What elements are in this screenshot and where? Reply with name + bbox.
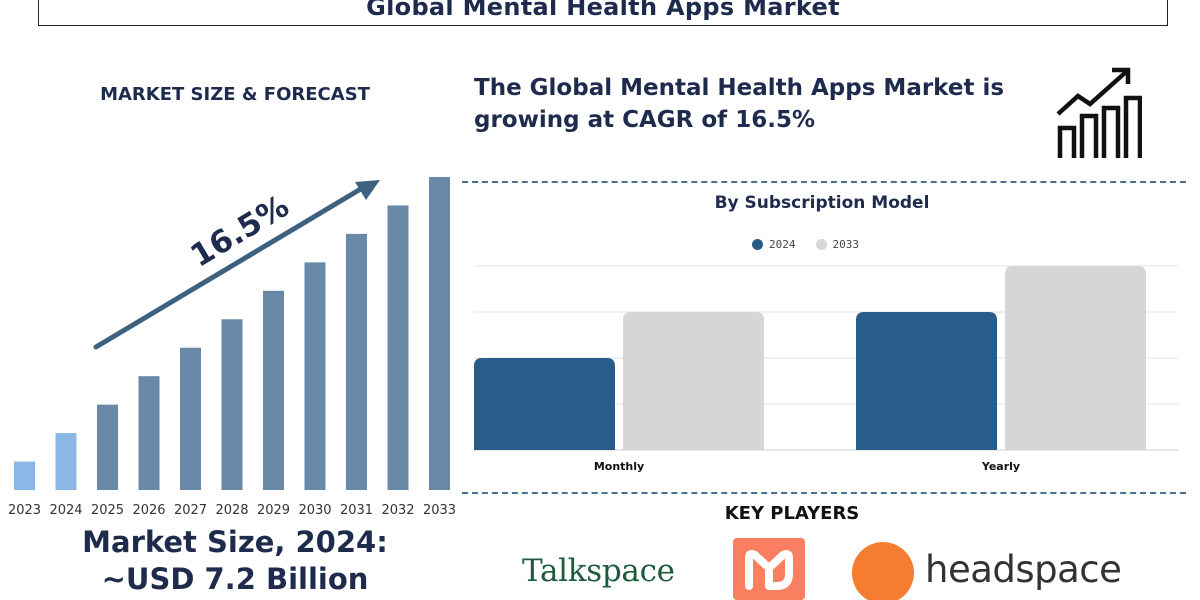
subscription-chart: Monthly Yearly <box>474 265 1178 473</box>
trend-arrowhead <box>355 180 380 200</box>
market-size-line2: ~USD 7.2 Billion <box>101 562 369 596</box>
tick-label-2028: 2028 <box>215 503 248 518</box>
headspace-logo-icon <box>852 542 914 600</box>
divider-top <box>462 181 1186 183</box>
category-label-monthly: Monthly <box>594 460 644 473</box>
legend-marker-2033 <box>815 239 827 250</box>
bar-monthly-2024 <box>474 358 615 450</box>
divider-bottom <box>462 492 1186 494</box>
tick-label-2033: 2033 <box>423 503 456 518</box>
bar-monthly-2033 <box>623 312 764 450</box>
tick-label-2029: 2029 <box>257 503 290 518</box>
legend-item-2033: 2033 <box>815 238 860 251</box>
bar-2026 <box>138 376 160 490</box>
bar-2028 <box>221 319 243 490</box>
headline-line2: growing at CAGR of 16.5% <box>474 107 815 133</box>
headline-line1: The Global Mental Health Apps Market is <box>474 75 1005 101</box>
bar-2024 <box>55 433 77 490</box>
market-size-heading: MARKET SIZE & FORECAST <box>100 84 370 105</box>
key-players-heading: KEY PLAYERS <box>724 503 860 524</box>
growth-chart-icon <box>1056 67 1142 158</box>
market-size-line1: Market Size, 2024: <box>82 525 388 559</box>
market-size-summary: Market Size, 2024: ~USD 7.2 Billion <box>0 524 470 598</box>
legend-label-2024: 2024 <box>769 238 796 251</box>
bar-2033 <box>429 177 450 490</box>
bar-2031 <box>346 233 367 490</box>
m-logo-icon <box>733 538 805 600</box>
legend-marker-2024 <box>752 239 763 250</box>
page-title: Global Mental Health Apps Market <box>366 0 840 21</box>
bar-2027 <box>180 347 201 490</box>
cagr-headline: The Global Mental Health Apps Market is … <box>474 72 1064 136</box>
tick-label-2027: 2027 <box>174 503 207 518</box>
tick-label-2026: 2026 <box>132 503 165 518</box>
tick-label-2024: 2024 <box>49 503 82 518</box>
tick-label-2030: 2030 <box>298 503 331 518</box>
headspace-logo: headspace <box>925 548 1122 591</box>
tick-label-2031: 2031 <box>340 503 373 518</box>
trend-arrow-line <box>93 184 367 350</box>
subscription-legend: 2024 2033 <box>752 238 859 251</box>
market-forecast-chart: 2023 2024 2025 2026 2027 2028 2029 2030 2031 2032… <box>8 177 456 518</box>
bar-2032 <box>387 205 409 491</box>
bar-yearly-2033 <box>1005 266 1146 450</box>
tick-label-2032: 2032 <box>381 503 414 518</box>
bar-yearly-2024 <box>856 312 997 450</box>
talkspace-logo: Talkspace <box>522 553 675 589</box>
bar-2030 <box>304 262 326 490</box>
tick-label-2025: 2025 <box>91 503 124 518</box>
category-label-yearly: Yearly <box>981 460 1020 473</box>
legend-item-2024: 2024 <box>752 238 796 251</box>
subscription-chart-title: By Subscription Model <box>714 193 930 213</box>
page-title-box: Global Mental Health Apps Market <box>38 0 1168 26</box>
bar-2029 <box>263 290 284 490</box>
tick-label-2023: 2023 <box>8 503 41 518</box>
bar-2025 <box>97 404 118 490</box>
bar-2023 <box>14 461 35 490</box>
legend-label-2033: 2033 <box>832 238 860 251</box>
